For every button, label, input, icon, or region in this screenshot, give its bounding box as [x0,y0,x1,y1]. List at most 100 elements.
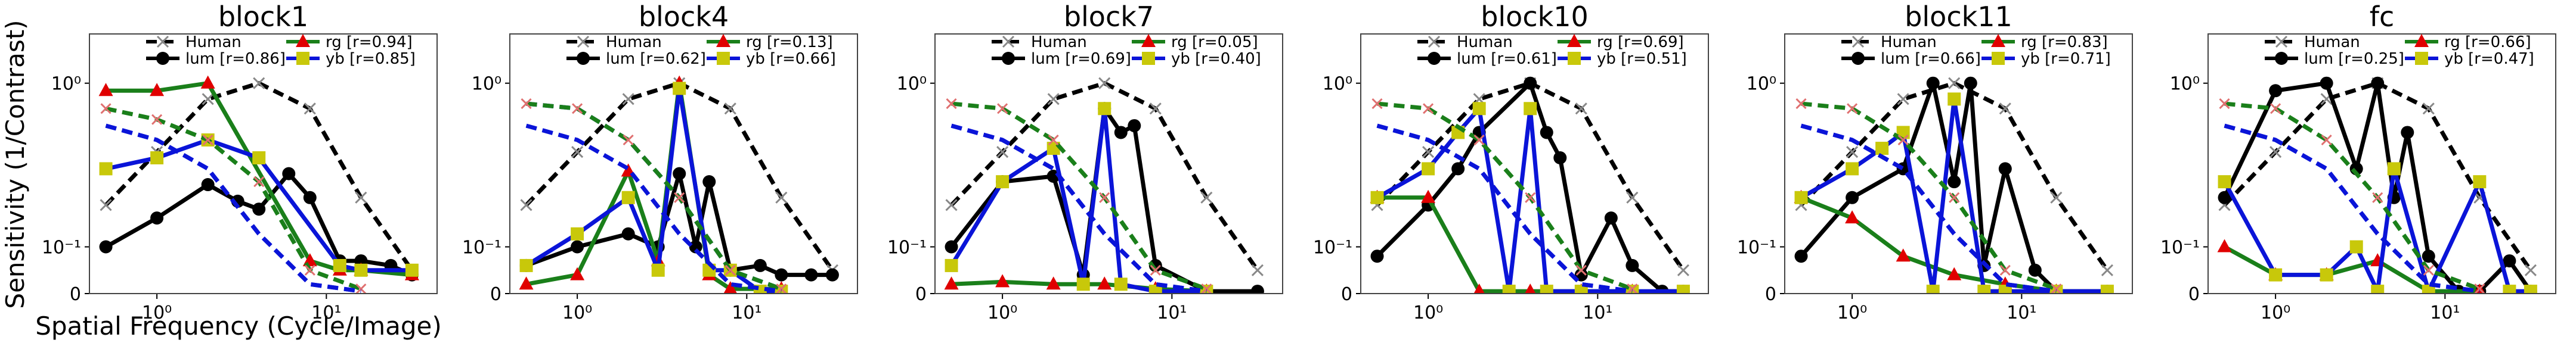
series-group [1794,76,2114,294]
data-point-yb [2218,175,2231,189]
marker-stroke [1150,264,1161,276]
data-point-yb [1948,92,1961,106]
legend-label-rg: rg [r=0.83] [2021,33,2108,51]
data-point-human [1098,77,1111,89]
legend-label-yb: yb [r=0.66] [746,50,836,68]
data-point-human [1948,77,1961,89]
marker-stroke [2422,102,2435,115]
plot-frame [1784,33,2133,294]
marker-stroke [156,35,169,48]
data-point-lum [689,240,702,254]
marker-stroke [1422,146,1435,158]
y-tick-label: 0 [2188,284,2200,305]
data-point-rg_dash [1999,264,2011,276]
legend-label-human: Human [185,33,242,51]
data-point-yb [996,175,1010,189]
data-point-lum [1626,258,1639,272]
data-point-human [1897,93,1909,105]
series-line-lum [525,172,832,277]
legend-marker-yb [1992,52,2005,65]
legend-label-human: Human [1881,33,1937,51]
data-point-lum [1128,119,1141,133]
legend-label-lum: lum [r=0.25] [2304,50,2404,68]
data-point-lum [201,178,215,192]
data-point-yb [1472,102,1486,116]
data-point-rg_dash [1150,264,1161,276]
data-point-rg_dash [1949,192,1960,203]
marker-stroke [1795,98,1807,110]
series-line-rg_dash [105,106,362,291]
marker-stroke [674,192,685,203]
data-point-rg_dash [2423,264,2434,276]
y-tick-label: 0 [1341,284,1352,305]
marker-stroke [2219,98,2230,110]
data-point-rg_dash [1575,264,1587,276]
y-tick-label: 0 [915,284,927,305]
data-point-yb [1540,285,1553,294]
data-point-rg [1421,189,1436,203]
marker-stroke [202,93,214,105]
series-line-rg_dash [951,101,1208,291]
marker-stroke [521,98,532,110]
data-point-yb [621,191,635,204]
data-point-lum [571,240,584,254]
series-line-yb_dash [1376,123,1633,294]
data-point-lum [1846,191,1859,204]
data-point-human [996,146,1009,158]
plot-frame [509,33,858,294]
data-point-lum [753,258,767,272]
marker-stroke [1098,77,1111,89]
data-point-lum [775,268,788,282]
legend-marker-yb [1568,52,1581,65]
data-point-yb [571,227,584,241]
marker-stroke [1201,283,1212,294]
data-point-yb [2473,175,2487,189]
legend-marker-yb [2415,52,2428,65]
marker-stroke [1525,192,1536,203]
data-point-yb [1114,277,1128,291]
data-point-lum [621,227,635,241]
data-point-human [1677,264,1689,276]
marker-stroke [1626,191,1639,204]
series-line-rg_dash [526,101,782,291]
marker-stroke [1847,103,1858,114]
data-point-yb [2100,285,2114,294]
data-point-yb [651,263,665,277]
marker-stroke [997,103,1008,114]
data-point-lum [282,167,296,180]
data-point-lum [2218,191,2231,204]
legend-marker-human [1852,35,1865,48]
data-point-rg [200,75,215,89]
series-line-rg_dash [2224,101,2481,291]
series-line-lum [2222,81,2532,294]
x-tick-label: 10¹ [2430,303,2460,323]
data-point-yb [1098,102,1111,116]
legend-label-human: Human [1457,33,1513,51]
series-line-human [104,81,414,272]
marker-stroke [1251,264,1264,276]
data-point-lum [1948,175,1961,189]
marker-stroke [1099,192,1110,203]
data-point-rg_dash [521,98,532,110]
legend-marker-rg [1991,34,2005,47]
data-point-human [571,146,584,158]
marker-stroke [1200,191,1213,204]
data-point-rg_dash [253,176,265,188]
x-tick-label: 10⁰ [2261,303,2290,323]
y-tick-label: 10⁰ [472,74,501,95]
series-line-yb [2222,166,2531,294]
legend-marker-lum [1852,52,1865,65]
data-point-human [1626,191,1639,204]
data-point-yb [2387,162,2401,176]
data-point-lum [1114,126,1128,139]
legend-label-yb: yb [r=0.51] [1597,50,1687,68]
legend-marker-human [577,35,590,48]
x-tick-label: 10¹ [1583,303,1612,323]
